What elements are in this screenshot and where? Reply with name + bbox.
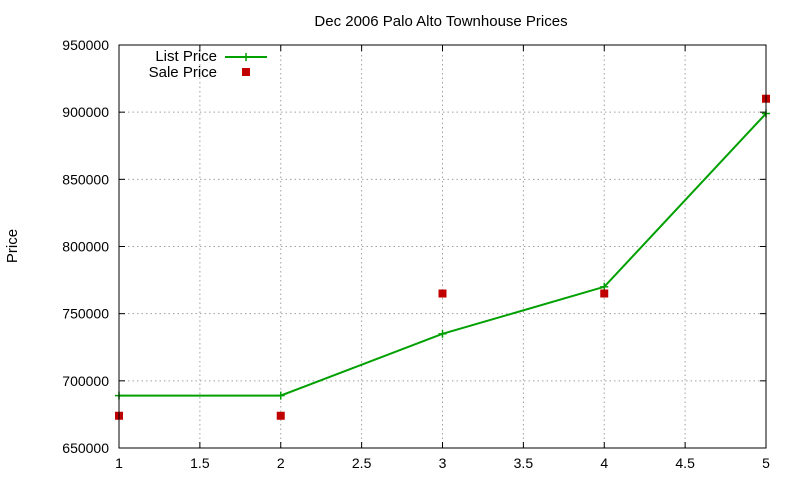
list-price-point xyxy=(438,329,447,338)
y-tick-label: 950000 xyxy=(62,37,109,53)
list-price-point xyxy=(600,282,609,291)
legend: List Price Sale Price xyxy=(149,48,267,81)
y-tick-label: 650000 xyxy=(62,440,109,456)
y-axis-title: Price xyxy=(4,229,21,263)
x-tick-label: 2 xyxy=(277,455,285,471)
sale-price-point xyxy=(600,289,609,298)
x-tick-label: 1 xyxy=(115,455,123,471)
y-tick-label: 900000 xyxy=(62,104,109,120)
x-tick-label: 4.5 xyxy=(675,455,695,471)
y-tick-label: 700000 xyxy=(62,373,109,389)
legend-label-list-price: List Price xyxy=(155,48,217,65)
x-tick-label: 4 xyxy=(600,455,608,471)
x-tick-label: 3 xyxy=(439,455,447,471)
x-tick-label: 2.5 xyxy=(352,455,372,471)
y-tick-label: 850000 xyxy=(62,171,109,187)
sale-price-point xyxy=(438,289,447,298)
y-tick-label: 800000 xyxy=(62,239,109,255)
x-tick-label: 5 xyxy=(762,455,770,471)
legend-sample-sale-price-marker xyxy=(242,68,250,76)
x-tick-label: 1.5 xyxy=(190,455,210,471)
legend-label-sale-price: Sale Price xyxy=(149,64,217,81)
plot-frame xyxy=(118,44,767,449)
grid xyxy=(119,45,766,448)
list-price-point xyxy=(276,391,285,400)
axis-ticks: 1 1.5 2 2.5 3 3.5 4 4.5 5 650000 700000 750000 80000… xyxy=(62,37,770,471)
y-tick-label: 750000 xyxy=(62,306,109,322)
x-tick-label: 3.5 xyxy=(514,455,534,471)
sale-price-point xyxy=(276,411,285,420)
chart-title: Dec 2006 Palo Alto Townhouse Prices xyxy=(314,13,567,30)
